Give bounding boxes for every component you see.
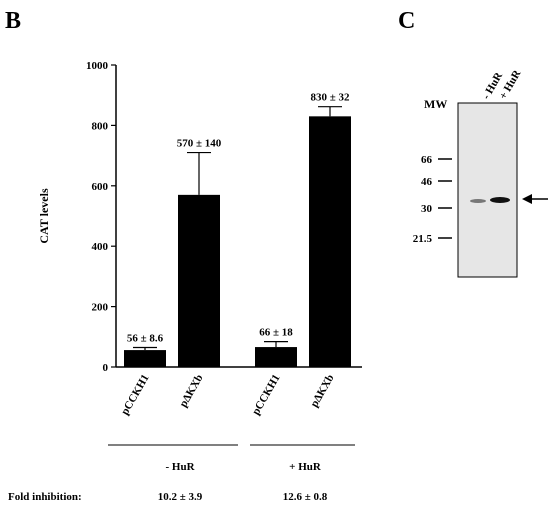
mw-label: MW <box>424 97 447 111</box>
bar-chart: CAT levels 0 200 400 600 800 1000 56 ± 8.6 570… <box>37 60 362 417</box>
mw-marker-label: 30 <box>421 203 433 215</box>
band-plus-hur <box>490 197 510 203</box>
blot-membrane <box>457 102 518 278</box>
bar-1 <box>124 350 166 367</box>
panel-b-label: B <box>5 8 21 34</box>
y-tick-label: 0 <box>103 362 109 374</box>
x-tick-label: pΔKXb <box>308 373 336 410</box>
arrow-icon <box>522 194 532 204</box>
data-label-4: 830 ± 32 <box>310 92 350 104</box>
mw-marker-label: 21.5 <box>413 233 433 245</box>
y-axis-label: CAT levels <box>37 188 51 244</box>
bar-4 <box>309 116 351 367</box>
data-label-2: 570 ± 140 <box>177 138 222 150</box>
x-tick-label: pCCKH1 <box>119 373 152 418</box>
data-label-1: 56 ± 8.6 <box>127 332 164 344</box>
y-tick-label: 1000 <box>86 60 109 72</box>
bars: 56 ± 8.6 570 ± 140 66 ± 18 830 ± 32 <box>124 92 351 367</box>
bar-3 <box>255 347 297 367</box>
y-tick-label: 600 <box>92 181 109 193</box>
lane-label-plus-hur: + HuR <box>497 67 524 101</box>
y-tick-label: 400 <box>92 241 109 253</box>
fold-value-plus-hur: 12.6 ± 0.8 <box>283 491 328 503</box>
y-tick-label: 200 <box>92 302 109 314</box>
panel-c-label: C <box>398 8 415 34</box>
group-label-plus-hur: + HuR <box>289 461 322 473</box>
y-ticks: 0 200 400 600 800 1000 <box>86 60 116 374</box>
mw-marker-label: 46 <box>421 176 433 188</box>
mw-marker-label: 66 <box>421 154 433 166</box>
mw-markers: 66 46 30 21.5 <box>413 154 452 245</box>
y-tick-label: 800 <box>92 120 109 132</box>
fold-value-minus-hur: 10.2 ± 3.9 <box>158 491 203 503</box>
fold-inhibition-label: Fold inhibition: <box>8 491 82 503</box>
bar-2 <box>178 194 220 367</box>
data-label-3: 66 ± 18 <box>259 327 293 339</box>
x-tick-label: pΔKXb <box>177 373 205 410</box>
x-tick-label: pCCKH1 <box>250 373 283 418</box>
band-minus-hur <box>470 199 486 203</box>
group-label-minus-hur: - HuR <box>165 461 195 473</box>
x-tick-labels: pCCKH1 pΔKXb pCCKH1 pΔKXb <box>119 373 337 418</box>
